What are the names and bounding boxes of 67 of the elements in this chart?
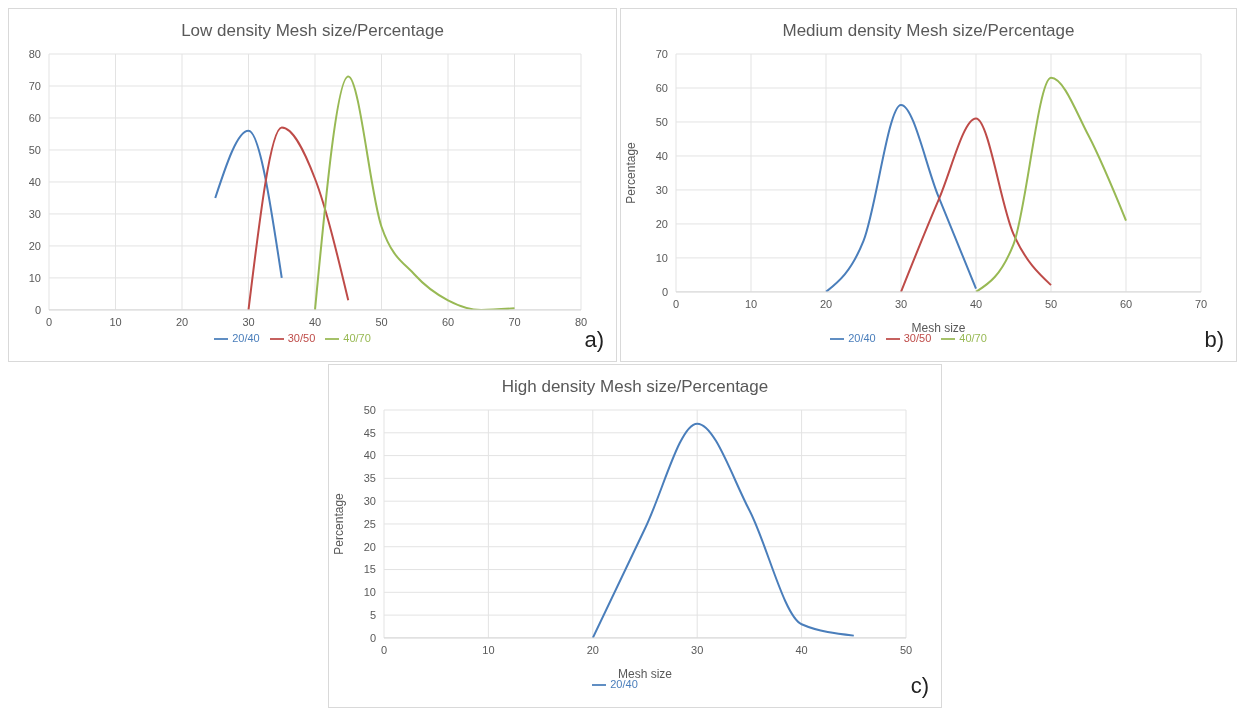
y-tick-label: 70 — [655, 47, 668, 60]
line-series — [247, 126, 350, 310]
y-axis-title: Percentage — [624, 141, 639, 204]
x-tick-label: 10 — [744, 297, 758, 310]
y-tick-label: 15 — [363, 563, 376, 576]
x-tick-label: 70 — [1194, 297, 1208, 310]
x-tick-label: 70 — [508, 315, 521, 328]
text: b) — [1204, 327, 1224, 353]
x-tick-label: 30 — [691, 643, 704, 656]
y-tick-label: 20 — [28, 239, 41, 252]
x-tick-label: 20 — [586, 643, 599, 656]
y-tick-label: 50 — [28, 143, 41, 156]
y-tick-label: 40 — [28, 175, 41, 188]
y-tick-label: 20 — [363, 540, 376, 553]
x-tick-label: 50 — [1044, 297, 1058, 310]
y-tick-label: 5 — [369, 609, 376, 622]
legend-label: 40/70 — [343, 331, 371, 344]
x-tick-label: 0 — [672, 297, 680, 310]
x-tick-label: 40 — [308, 315, 322, 328]
x-tick-label: 0 — [45, 315, 53, 328]
legend-label: 20/40 — [232, 331, 260, 344]
y-tick-label: 30 — [655, 183, 668, 196]
y-tick-label: 60 — [655, 81, 668, 94]
y-tick-label: 10 — [655, 251, 668, 264]
y-tick-label: 40 — [363, 449, 376, 462]
chart-title: High density Mesh size/Percentage — [500, 377, 770, 397]
y-tick-label: 30 — [28, 207, 41, 220]
y-tick-label: 30 — [363, 495, 376, 508]
x-tick-label: 60 — [1119, 297, 1133, 310]
x-tick-label: 40 — [795, 643, 808, 656]
x-tick-label: 40 — [969, 297, 983, 310]
y-tick-label: 10 — [28, 271, 41, 284]
x-tick-label: 50 — [899, 643, 913, 656]
x-tick-label: 80 — [574, 315, 588, 328]
y-tick-label: 60 — [28, 111, 41, 124]
y-tick-label: 50 — [363, 403, 376, 416]
x-tick-label: 20 — [819, 297, 833, 310]
y-tick-label: 0 — [369, 631, 376, 644]
y-tick-label: 70 — [28, 79, 41, 92]
y-tick-label: 40 — [655, 149, 668, 162]
line-series — [825, 103, 977, 292]
legend-label: 30/50 — [287, 331, 316, 344]
y-tick-label: 25 — [363, 517, 376, 530]
y-tick-label: 0 — [661, 285, 668, 298]
y-tick-label: 45 — [363, 426, 376, 439]
chart-title: Low density Mesh size/Percentage — [180, 21, 445, 41]
line-series — [975, 76, 1127, 292]
text: c) — [910, 673, 929, 699]
x-tick-label: 60 — [441, 315, 455, 328]
x-tick-label: 10 — [109, 315, 122, 328]
line-series — [314, 75, 516, 310]
line-series — [900, 117, 1052, 292]
line-series — [591, 422, 855, 638]
x-tick-label: 10 — [482, 643, 495, 656]
x-tick-label: 20 — [175, 315, 189, 328]
y-tick-label: 35 — [363, 472, 376, 485]
x-tick-label: 30 — [242, 315, 255, 328]
y-tick-label: 80 — [28, 47, 41, 60]
x-tick-label: 0 — [380, 643, 388, 656]
y-tick-label: 50 — [655, 115, 668, 128]
legend-label: 20/40 — [848, 331, 876, 344]
y-axis-title: Percentage — [332, 492, 347, 555]
text: a) — [584, 327, 604, 353]
y-tick-label: 20 — [655, 217, 668, 230]
x-tick-label: 30 — [894, 297, 908, 310]
y-tick-label: 10 — [363, 586, 376, 599]
chart-title: Medium density Mesh size/Percentage — [781, 21, 1076, 41]
